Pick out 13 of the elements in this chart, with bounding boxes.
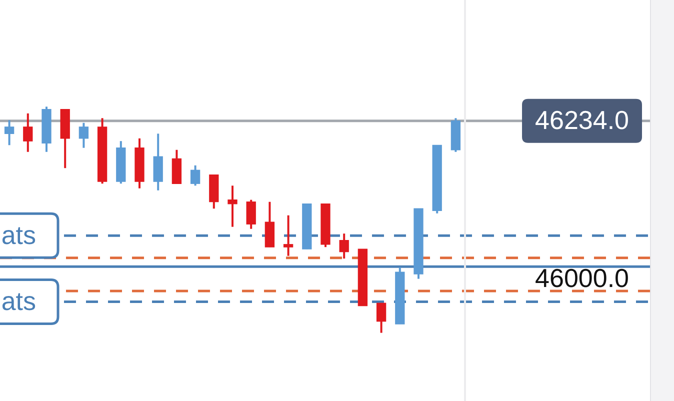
candlestick: [23, 112, 33, 153]
ref-line-label: ats: [1, 220, 36, 250]
y-tick-label: 46234.0: [535, 105, 629, 136]
candlestick: [228, 184, 238, 228]
ref-line-label: ats: [1, 286, 36, 316]
y-tick-label: 46000.0: [535, 262, 629, 293]
candlestick: [4, 119, 14, 146]
candlestick: [339, 232, 349, 260]
candlestick: [190, 164, 200, 187]
candlestick: [283, 214, 294, 257]
candlestick: [246, 198, 256, 230]
candlestick: [376, 302, 386, 334]
candlestick: [78, 122, 89, 149]
